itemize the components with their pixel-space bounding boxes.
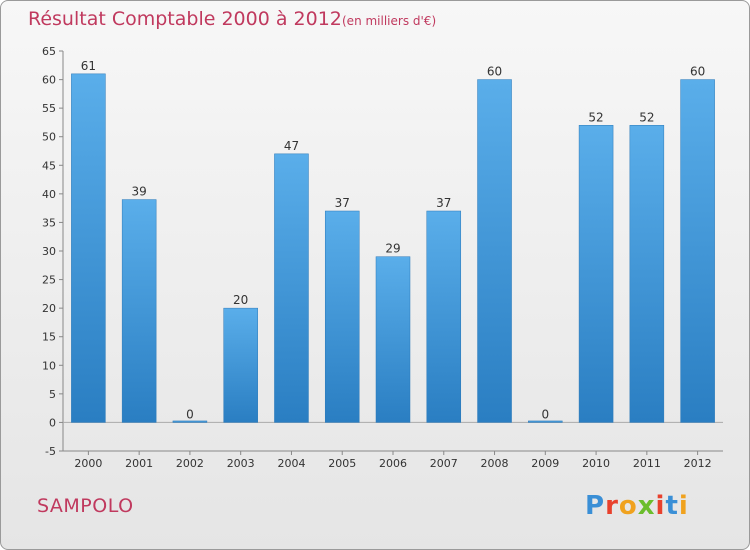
x-tick-label: 2009 [531, 457, 559, 470]
bar [324, 210, 360, 423]
logo-letter: i [655, 491, 666, 521]
bar-value-label: 29 [385, 242, 400, 256]
x-tick-label: 2004 [277, 457, 305, 470]
y-tick-label: 65 [42, 45, 56, 58]
logo-letter: t [665, 491, 679, 521]
bar [121, 199, 157, 423]
bar-value-label: 47 [284, 139, 299, 153]
y-tick-label: 45 [42, 159, 56, 172]
bar [375, 256, 411, 423]
y-tick-label: 60 [42, 74, 56, 87]
y-tick-label: 25 [42, 274, 56, 287]
bar-value-label: 0 [541, 407, 549, 421]
y-tick-label: 50 [42, 131, 56, 144]
bar-value-label: 39 [132, 185, 147, 199]
x-tick-label: 2001 [125, 457, 153, 470]
y-tick-label: 0 [49, 416, 56, 429]
y-tick-label: 5 [49, 388, 56, 401]
bar [426, 210, 462, 423]
bar [528, 420, 563, 423]
logo-letter: r [605, 491, 619, 521]
bar-value-label: 60 [690, 65, 705, 79]
y-tick-label: 20 [42, 302, 56, 315]
x-tick-label: 2007 [430, 457, 458, 470]
bar [172, 420, 208, 423]
x-tick-label: 2000 [74, 457, 102, 470]
y-tick-label: 30 [42, 245, 56, 258]
x-tick-label: 2008 [481, 457, 509, 470]
x-tick-label: 2012 [684, 457, 712, 470]
bars [71, 73, 715, 423]
chart-title: Résultat Comptable 2000 à 2012 [28, 8, 342, 30]
bar [680, 79, 715, 423]
bar [274, 153, 309, 423]
bar [477, 79, 512, 423]
logo-letter: x [637, 491, 656, 521]
bar-value-label: 0 [186, 407, 194, 421]
logo-letter: P [585, 491, 606, 521]
x-tick-label: 2005 [328, 457, 356, 470]
bar [223, 307, 258, 423]
logo-letter: o [618, 491, 638, 521]
x-tick-label: 2011 [633, 457, 661, 470]
bar [71, 73, 106, 423]
y-tick-label: 55 [42, 102, 56, 115]
location-name: SAMPOLO [37, 495, 134, 517]
y-tick-label: 10 [42, 359, 56, 372]
proxiti-logo: Proxiti [585, 491, 689, 521]
bar-value-label: 52 [588, 110, 603, 124]
logo-letter: i [678, 491, 689, 521]
bar [629, 125, 665, 423]
y-tick-label: 40 [42, 188, 56, 201]
bar-value-label: 52 [639, 110, 654, 124]
x-tick-label: 2002 [176, 457, 204, 470]
bar [578, 125, 614, 423]
y-tick-label: -5 [45, 445, 56, 458]
bar-value-label: 20 [233, 293, 248, 307]
y-tick-label: 15 [42, 331, 56, 344]
x-tick-label: 2010 [582, 457, 610, 470]
y-tick-label: 35 [42, 216, 56, 229]
x-tick-label: 2006 [379, 457, 407, 470]
bar-value-label: 61 [81, 59, 96, 73]
bar-value-label: 37 [436, 196, 451, 210]
chart-subtitle: (en milliers d'€) [342, 14, 437, 28]
data-labels: 61 39 0 20 47 37 29 37 60 0 52 52 60 [81, 59, 706, 422]
x-tick-label: 2003 [227, 457, 255, 470]
bar-value-label: 37 [335, 196, 350, 210]
bar-value-label: 60 [487, 65, 502, 79]
